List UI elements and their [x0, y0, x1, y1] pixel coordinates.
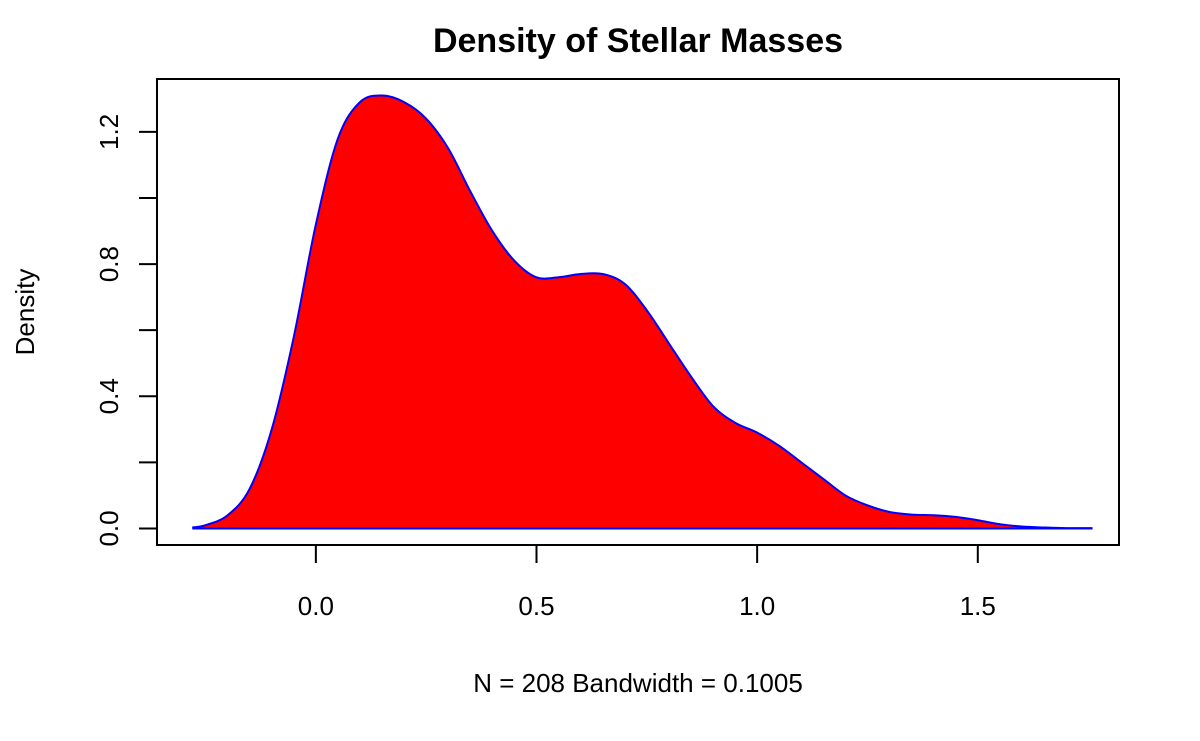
x-tick-label: 1.5 [960, 591, 996, 621]
plot-area [192, 94, 1093, 530]
density-line [192, 94, 1093, 530]
y-tick-label: 1.2 [94, 114, 124, 150]
x-axis-label: N = 208 Bandwidth = 0.1005 [473, 668, 803, 698]
y-tick-label: 0.8 [94, 246, 124, 282]
y-tick-label: 0.0 [94, 510, 124, 546]
y-axis: 0.0 0.4 0.8 1.2 [94, 114, 158, 547]
x-tick-label: 1.0 [739, 591, 775, 621]
y-axis-label: Density [10, 269, 40, 356]
x-tick-label: 0.0 [298, 591, 334, 621]
y-tick-label: 0.4 [94, 378, 124, 414]
x-axis: 0.0 0.5 1.0 1.5 [298, 544, 996, 621]
x-tick-label: 0.5 [518, 591, 554, 621]
density-fill [192, 95, 1093, 529]
chart-title: Density of Stellar Masses [433, 22, 843, 60]
